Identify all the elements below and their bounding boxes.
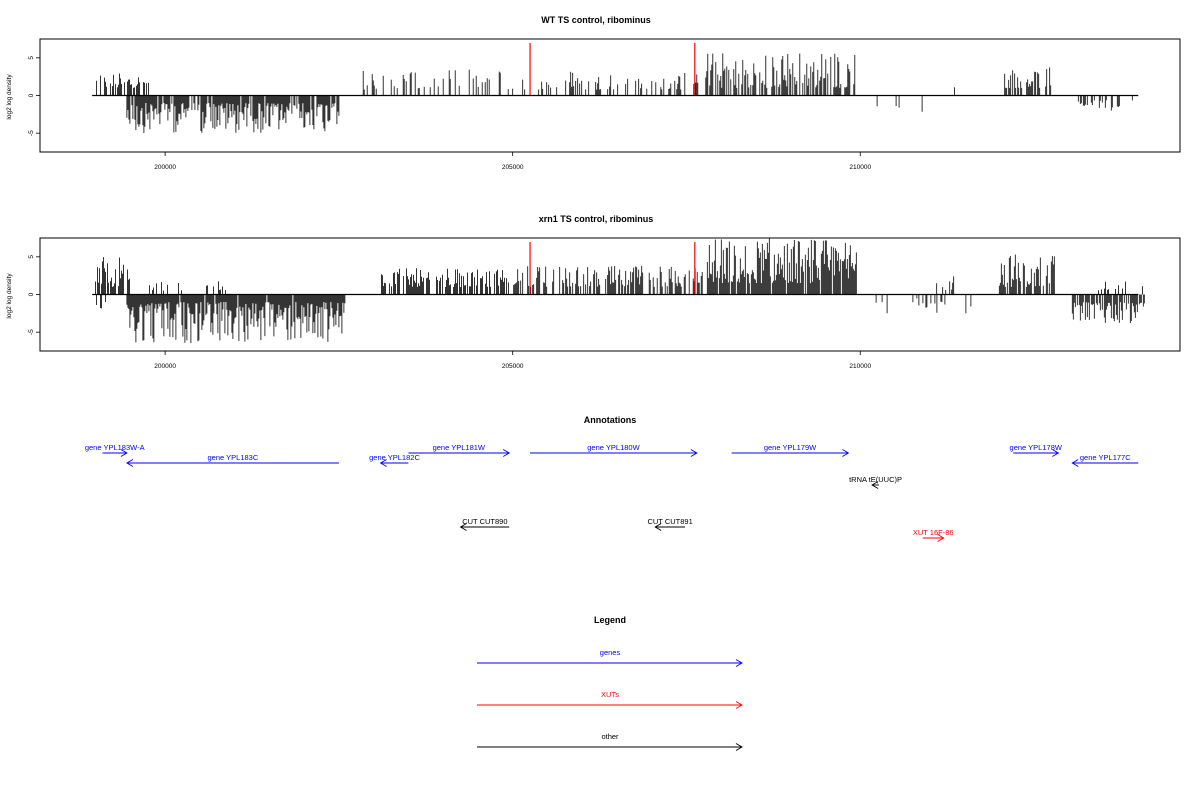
annotation-gene-ypl183c: gene YPL183C	[125, 453, 339, 467]
legend-item-xuts: XUTs	[477, 690, 743, 709]
legend-arrowhead	[735, 659, 743, 667]
xrn1-y-axis-label: log2 log density	[6, 273, 13, 319]
wt-y-tick-label: 5	[28, 56, 35, 60]
annotation-arrowhead	[125, 459, 134, 467]
wt-track-panel: WT TS control, ribominus log2 log densit…	[6, 15, 1181, 171]
wt-axes: -5 0 5 200000 205000 210000	[28, 56, 1139, 171]
annotation-label: CUT CUT890	[462, 517, 507, 526]
xrn1-x-tick-label: 210000	[849, 363, 871, 370]
annotation-label: XUT 16F-86	[913, 528, 954, 537]
annotation-arrowhead	[379, 459, 387, 467]
annotation-arrowhead	[690, 449, 698, 457]
legend-arrowhead	[735, 701, 743, 709]
legend-label: genes	[600, 648, 621, 657]
annotation-arrowhead	[459, 523, 467, 531]
annotation-label: tRNA tE(UUC)P	[849, 475, 902, 484]
annotation-arrowhead	[871, 481, 879, 489]
wt-x-tick-label: 210000	[849, 164, 871, 171]
wt-y-tick-label: 0	[28, 93, 35, 97]
annotation-cut-cut891: CUT CUT891	[647, 517, 693, 531]
annotation-gene-ypl179w: gene YPL179W	[731, 443, 850, 457]
legend-title: Legend	[594, 615, 626, 625]
xrn1-markers	[529, 242, 696, 295]
wt-y-axis-label: log2 log density	[6, 74, 13, 120]
annotation-label: gene YPL183W-A	[85, 443, 145, 452]
annotation-arrowhead	[842, 449, 850, 457]
annotation-arrowhead	[937, 534, 945, 542]
annotation-label: CUT CUT891	[647, 517, 692, 526]
xrn1-y-tick-label: 0	[28, 292, 35, 296]
xrn1-x-tick-label: 205000	[502, 363, 524, 370]
annotation-label: gene YPL183C	[208, 453, 259, 462]
wt-y-tick-label: -5	[28, 130, 35, 136]
xrn1-bars	[95, 238, 1145, 344]
xrn1-track-title: xrn1 TS control, ribominus	[539, 214, 654, 224]
xrn1-axes: -5 0 5 200000 205000 210000	[28, 255, 1139, 370]
legend-label: other	[601, 732, 619, 741]
annotation-xut-16f-86: XUT 16F-86	[913, 528, 954, 542]
legend-label: XUTs	[601, 690, 619, 699]
annotation-track: gene YPL183W-A gene YPL183C gene YPL182C ge…	[85, 443, 1139, 542]
annotation-gene-ypl177c: gene YPL177C	[1071, 453, 1139, 467]
legend-item-genes: genes	[477, 648, 743, 667]
annotation-label: gene YPL178W	[1010, 443, 1063, 452]
legend-item-other: other	[477, 732, 743, 751]
wt-track-title: WT TS control, ribominus	[541, 15, 651, 25]
annotation-trna-te-uuc-p: tRNA tE(UUC)P	[849, 475, 902, 489]
annotation-label: gene YPL182C	[369, 453, 420, 462]
annotation-label: gene YPL180W	[587, 443, 640, 452]
annotation-arrowhead	[1071, 459, 1079, 467]
annotation-gene-ypl182c: gene YPL182C	[369, 453, 420, 467]
annotation-gene-ypl183w-a: gene YPL183W-A	[85, 443, 145, 457]
xrn1-track-panel: xrn1 TS control, ribominus log2 log dens…	[6, 214, 1181, 370]
annotation-gene-ypl181w: gene YPL181W	[408, 443, 511, 457]
annotation-arrowhead	[120, 449, 128, 457]
legend: genes XUTs other	[477, 648, 743, 751]
annotation-gene-ypl178w: gene YPL178W	[1010, 443, 1063, 457]
wt-markers	[529, 43, 696, 96]
xrn1-y-tick-label: -5	[28, 329, 35, 335]
xrn1-x-tick-label: 200000	[154, 363, 176, 370]
wt-x-tick-label: 205000	[502, 164, 524, 171]
annotation-arrowhead	[502, 449, 511, 457]
annotation-label: gene YPL177C	[1080, 453, 1131, 462]
wt-bars	[96, 53, 1133, 133]
legend-arrowhead	[735, 743, 743, 751]
wt-x-tick-label: 200000	[154, 164, 176, 171]
xrn1-y-tick-label: 5	[28, 255, 35, 259]
annotation-label: gene YPL181W	[433, 443, 486, 452]
annotation-arrowhead	[1052, 449, 1060, 457]
annotation-cut-cut890: CUT CUT890	[459, 517, 510, 531]
annotation-arrowhead	[654, 523, 662, 531]
annotation-label: gene YPL179W	[764, 443, 817, 452]
annotations-title: Annotations	[584, 415, 637, 425]
annotation-gene-ypl180w: gene YPL180W	[530, 443, 698, 457]
